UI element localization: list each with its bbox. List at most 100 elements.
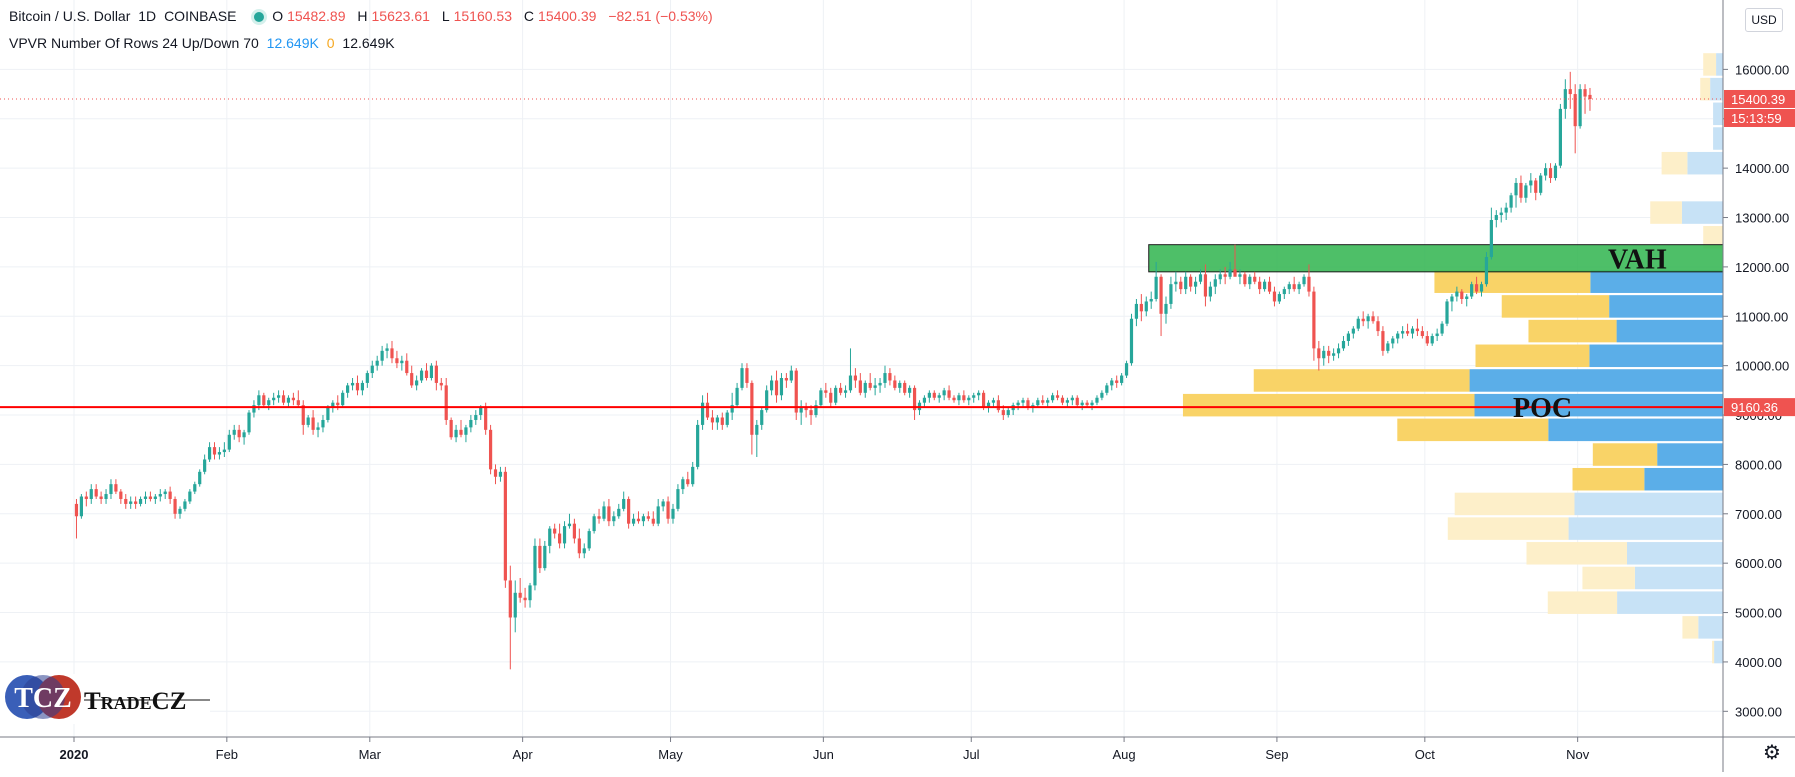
candle-body — [937, 395, 941, 398]
volume-profile-down-bar — [1253, 369, 1470, 392]
candle-body — [1455, 291, 1459, 297]
candle-body — [326, 407, 330, 420]
candle-body — [646, 516, 650, 519]
candle-body — [518, 592, 522, 598]
candle-body — [691, 466, 695, 485]
candle-body — [1539, 175, 1543, 193]
candle-body — [700, 402, 705, 425]
indicator-total-value: 12.649K — [342, 35, 395, 51]
candle-body — [1499, 212, 1503, 216]
candle-body — [415, 380, 419, 386]
logo-badge-text: TCZ — [14, 683, 72, 714]
candle-body — [622, 498, 626, 509]
volume-profile — [1182, 53, 1723, 664]
y-tick-label: 5000.00 — [1735, 606, 1782, 621]
candle-body — [947, 390, 951, 398]
candle-body — [429, 365, 434, 378]
candle-body — [134, 501, 138, 504]
candle-body — [986, 402, 991, 408]
volume-profile-up-bar — [1710, 77, 1723, 101]
candle-body — [597, 516, 601, 519]
candle-body — [868, 382, 872, 388]
candle-body — [488, 429, 493, 470]
candle-body — [1154, 276, 1158, 299]
y-tick-label: 11000.00 — [1735, 309, 1788, 324]
candle-body — [967, 397, 971, 401]
candle-body — [794, 370, 798, 413]
candle-body — [760, 410, 764, 425]
y-tick-label: 7000.00 — [1735, 507, 1782, 522]
candle-body — [1553, 165, 1558, 179]
poc-price-label-bg — [1724, 398, 1795, 417]
candle-body — [710, 417, 715, 423]
candle-body — [1262, 281, 1267, 290]
candle-body — [572, 523, 576, 539]
candle-body — [774, 380, 779, 396]
candle-body — [84, 496, 88, 499]
candle-body — [1302, 276, 1306, 285]
candle-body — [272, 397, 276, 401]
indicator-name[interactable]: VPVR Number Of Rows 24 Up/Down 70 — [9, 35, 259, 51]
candle-body — [410, 373, 414, 386]
candle-body — [671, 508, 675, 519]
candle-body — [1445, 301, 1449, 324]
candle-body — [1228, 269, 1232, 277]
candle-body — [641, 516, 646, 522]
candle-body — [198, 471, 202, 485]
candle-body — [1558, 108, 1562, 166]
candle-body — [538, 545, 542, 569]
candle-body — [839, 387, 843, 393]
candle-body — [582, 548, 586, 554]
candle-body — [281, 395, 286, 403]
candle-body — [567, 523, 572, 527]
volume-profile-up-bar — [1714, 640, 1723, 664]
volume-profile-up-bar — [1589, 344, 1723, 368]
candle-body — [1322, 350, 1326, 359]
candle-body — [617, 508, 621, 517]
candle-body — [1405, 331, 1410, 334]
poc-price-label: 9160.36 — [1731, 400, 1778, 415]
volume-profile-up-bar — [1474, 393, 1723, 417]
volume-profile-up-bar — [1574, 492, 1723, 516]
candle-body — [612, 516, 616, 522]
candle-body — [1356, 318, 1360, 329]
candle-body — [834, 387, 838, 403]
candle-body — [1391, 338, 1395, 344]
candle-body — [1267, 281, 1272, 292]
candle-body — [927, 392, 931, 398]
candle-body — [765, 390, 769, 411]
symbol-interval[interactable]: 1D — [138, 8, 157, 24]
candle-body — [267, 400, 271, 406]
candle-body — [843, 390, 848, 393]
candle-body — [962, 395, 966, 401]
countdown-label-bg — [1724, 108, 1795, 127]
candle-body — [1169, 284, 1173, 304]
candle-body — [1470, 284, 1474, 297]
gear-icon[interactable]: ⚙ — [1763, 742, 1781, 764]
logo-circle-overlap — [21, 675, 65, 719]
candle-body — [454, 429, 458, 438]
candle-body — [735, 387, 739, 406]
candle-body — [1223, 274, 1227, 277]
candle-body — [750, 382, 754, 435]
candle-body — [725, 412, 729, 425]
candle-body — [523, 597, 527, 601]
candle-body — [1346, 333, 1351, 341]
currency-button[interactable]: USD — [1745, 8, 1783, 32]
volume-profile-up-bar — [1469, 369, 1723, 392]
candle-body — [1287, 284, 1291, 290]
candle-body — [1386, 343, 1390, 351]
volume-profile-down-bar — [1592, 443, 1658, 466]
candle-body — [863, 382, 867, 393]
candle-body — [1312, 291, 1316, 349]
y-tick-label: 13000.00 — [1735, 211, 1789, 226]
candle-body — [922, 397, 927, 403]
candle-body — [237, 429, 241, 438]
candle-body — [1588, 94, 1592, 99]
symbol-name[interactable]: Bitcoin / U.S. Dollar — [9, 8, 131, 24]
candle-body — [1376, 321, 1380, 332]
y-tick-label: 10000.00 — [1735, 359, 1789, 374]
candle-body — [375, 360, 379, 366]
